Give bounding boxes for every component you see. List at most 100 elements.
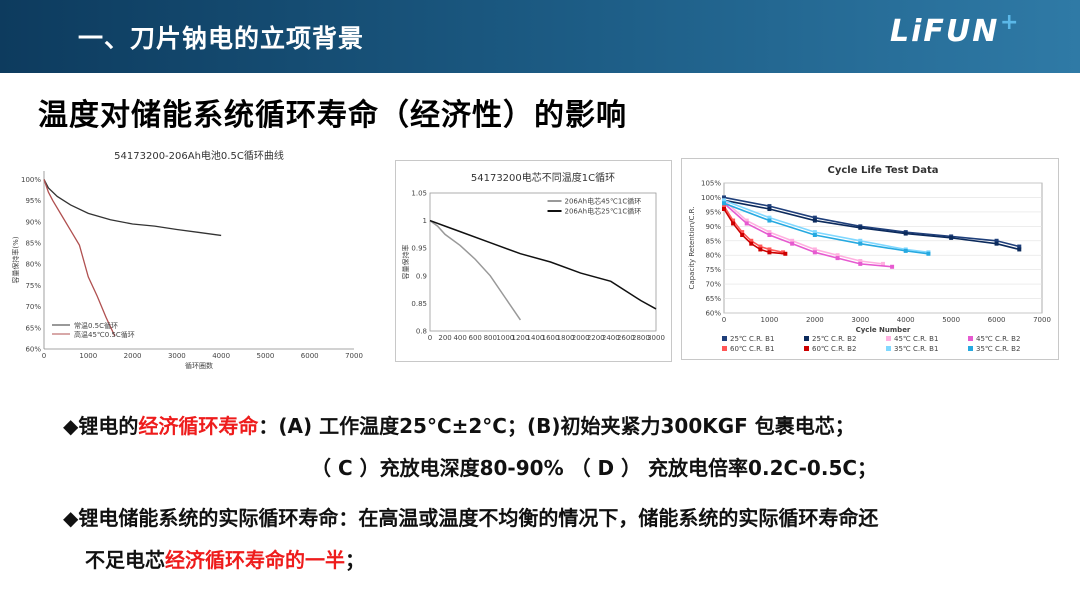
x-tick-label: 2200: [587, 334, 605, 342]
legend-label: 206Ah电芯25℃1C循环: [565, 207, 642, 216]
data-point: [744, 218, 749, 223]
data-point: [835, 253, 840, 258]
y-axis-label: 容量保持率(%): [11, 236, 20, 283]
x-tick-label: 3000: [851, 316, 869, 324]
header-title: 一、刀片钠电的立项背景: [78, 24, 365, 53]
x-tick-label: 6000: [301, 352, 319, 360]
data-point: [812, 233, 817, 237]
chart-title: Cycle Life Test Data: [828, 165, 939, 176]
y-tick-label: 0.8: [416, 328, 427, 336]
y-tick-label: 60%: [705, 310, 721, 318]
x-tick-label: 4000: [212, 352, 230, 360]
x-axis-label: 循环圈数: [185, 361, 213, 370]
x-tick-label: 2800: [632, 334, 650, 342]
chart-title: 54173200-206Ah电池0.5C循环曲线: [114, 149, 284, 162]
data-point: [767, 250, 772, 255]
y-tick-label: 90%: [25, 218, 41, 226]
data-point: [835, 256, 840, 261]
y-axis-label: 容量保持率: [401, 245, 410, 280]
bullet-1-rest: ：(A) 工作温度25°C±2°C；(B)初始夹紧力300KGF 包裹电芯；: [258, 414, 855, 438]
lifun-logo: LiFUN: [890, 14, 1000, 49]
data-point: [858, 261, 863, 266]
legend-label: 高温45℃0.5C循环: [74, 330, 135, 339]
data-point: [749, 238, 754, 243]
legend-swatch: [804, 346, 809, 351]
data-point: [812, 250, 817, 255]
plot-frame: [429, 192, 657, 332]
legend-swatch: [886, 336, 891, 341]
x-tick-label: 5000: [942, 316, 960, 324]
data-point: [722, 204, 726, 209]
x-tick-label: 1000: [761, 316, 779, 324]
x-tick-label: 1600: [542, 334, 560, 342]
x-tick-label: 2600: [617, 334, 635, 342]
data-point: [790, 238, 795, 243]
y-tick-label: 80%: [705, 252, 721, 260]
legend-swatch: [968, 346, 973, 351]
y-tick-label: 60%: [25, 346, 41, 354]
x-tick-label: 1000: [79, 352, 97, 360]
x-tick-label: 2000: [124, 352, 142, 360]
legend-label: 常温0.5C循环: [74, 321, 118, 330]
y-tick-label: 70%: [705, 281, 721, 289]
x-tick-label: 2000: [806, 316, 824, 324]
y-tick-label: 1: [423, 217, 427, 225]
legend-swatch: [722, 336, 727, 341]
x-tick-label: 0: [722, 316, 726, 324]
data-point: [744, 221, 749, 226]
header-bar: 一、刀片钠电的立项背景 LiFUN +: [0, 0, 1080, 73]
data-point: [858, 241, 863, 246]
data-point: [767, 215, 772, 220]
x-tick-label: 7000: [1033, 316, 1051, 324]
bullet-1-line-1: ◆锂电的经济循环寿命：(A) 工作温度25°C±2°C；(B)初始夹紧力300K…: [63, 410, 855, 439]
legend-swatch: [722, 346, 727, 351]
y-tick-label: 95%: [705, 208, 721, 216]
x-tick-label: 800: [484, 334, 497, 342]
chart-panel-1: 54173200-206Ah电池0.5C循环曲线 60% 65% 70% 75% 80% 8…: [10, 145, 370, 375]
legend-label: 25℃ C.R. B1: [730, 335, 774, 343]
chart-panel-2: 54173200电芯不同温度1C循环 0.8 0.85 0.9 0.95 1 1.05 0 20…: [395, 160, 672, 362]
legend-label: 25℃ C.R. B2: [812, 335, 856, 343]
data-point: [881, 261, 885, 266]
y-tick-label: 1.05: [411, 190, 427, 198]
x-tick-label: 0: [42, 352, 46, 360]
y-tick-label: 105%: [701, 180, 721, 188]
chart-title: 54173200电芯不同温度1C循环: [471, 171, 615, 184]
data-point: [767, 207, 772, 211]
bullet-1-line-2: （ C ）充放电深度80-90% （ D ） 充放电倍率0.2C-0.5C；: [311, 456, 878, 480]
data-point: [903, 231, 908, 236]
chart-3: Cycle Life Test Data 60% 65% 70% 75% 80% 85% 90…: [688, 165, 1051, 353]
x-tick-label: 6000: [988, 316, 1006, 324]
chart-panel-3: Cycle Life Test Data 60% 65% 70% 75% 80% 85% 90…: [681, 158, 1059, 360]
data-point: [994, 241, 999, 246]
data-point: [731, 221, 736, 226]
legend-label: 35℃ C.R. B2: [976, 345, 1020, 353]
data-point: [1017, 247, 1022, 252]
chart-2: 54173200电芯不同温度1C循环 0.8 0.85 0.9 0.95 1 1.05 0 20…: [401, 171, 665, 342]
bullet-1-prefix: ◆锂电的: [63, 414, 139, 438]
x-tick-label: 7000: [345, 352, 363, 360]
legend-swatch: [886, 346, 891, 351]
y-tick-label: 0.9: [416, 272, 427, 280]
data-point: [949, 235, 954, 240]
x-tick-label: 4000: [897, 316, 915, 324]
slide-title: 温度对储能系统循环寿命（经济性）的影响: [38, 98, 627, 133]
data-point: [767, 218, 772, 223]
data-point: [812, 230, 817, 235]
legend-label: 35℃ C.R. B1: [894, 345, 938, 353]
x-tick-label: 1000: [496, 334, 514, 342]
legend-label: 60℃ C.R. B1: [730, 345, 774, 353]
y-tick-label: 0.95: [411, 245, 427, 253]
bullet-2-highlight: 经济循环寿命的一半: [165, 548, 345, 572]
data-point: [858, 225, 863, 230]
x-tick-label: 1400: [527, 334, 545, 342]
y-tick-label: 0.85: [411, 300, 427, 308]
data-point: [749, 241, 754, 246]
series-line-1: [429, 219, 522, 321]
data-point: [740, 233, 745, 237]
data-point: [767, 233, 772, 237]
data-point: [812, 215, 817, 220]
series-line-3: [723, 199, 884, 265]
data-point: [722, 207, 726, 211]
legend-label: 45℃ C.R. B1: [894, 335, 938, 343]
